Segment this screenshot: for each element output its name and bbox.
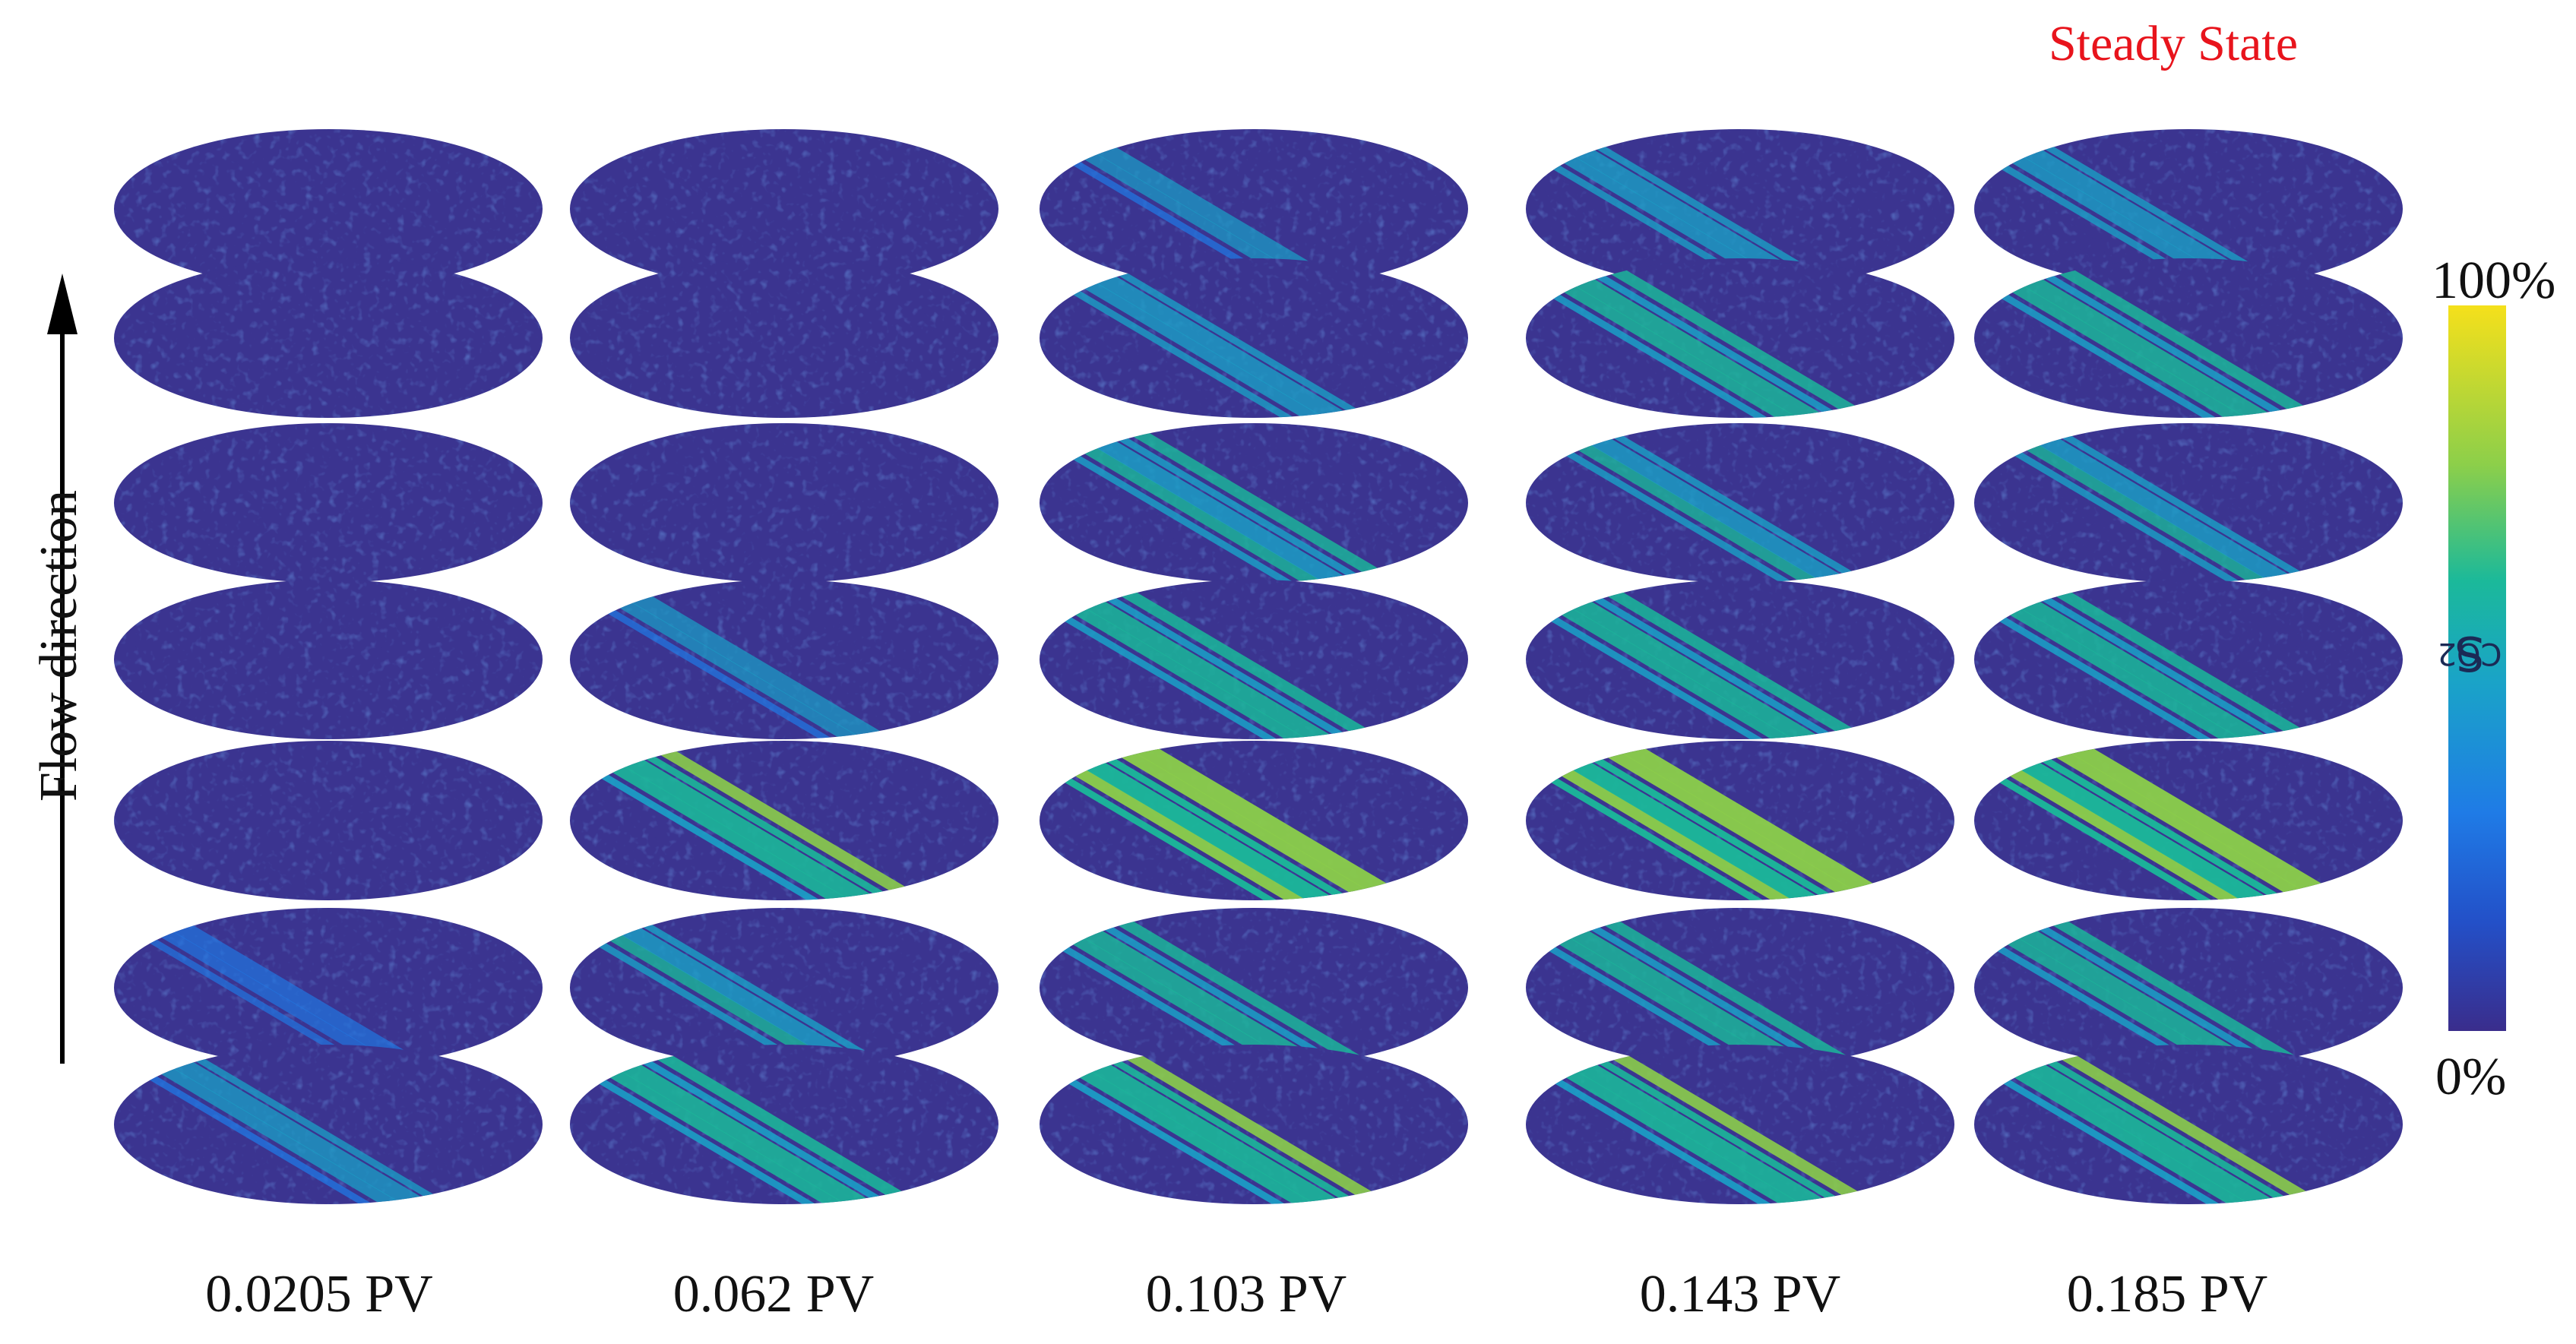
column-label-1: 0.0205 PV	[205, 1265, 433, 1323]
core-slice	[570, 258, 998, 418]
core-slice	[1526, 580, 1954, 739]
core-slice	[114, 423, 543, 583]
core-slice	[114, 580, 543, 739]
core-slice	[570, 580, 998, 739]
core-slice	[1040, 908, 1468, 1067]
column-label-2: 0.062 PV	[672, 1265, 875, 1323]
core-slice	[1526, 1045, 1954, 1204]
core-slice	[1526, 258, 1954, 418]
core-slice	[570, 741, 998, 900]
core-slice	[1526, 741, 1954, 900]
core-slice	[1040, 129, 1468, 289]
core-slice	[570, 423, 998, 583]
core-slice	[570, 1045, 998, 1204]
slice-grid	[114, 129, 2403, 1204]
core-slice	[1040, 1045, 1468, 1204]
core-slice	[1040, 741, 1468, 900]
column-label-3: 0.103 PV	[1145, 1265, 1347, 1323]
core-slice	[1526, 423, 1954, 583]
core-slice	[1974, 741, 2403, 900]
core-slice	[1974, 1045, 2403, 1204]
core-slice	[1526, 908, 1954, 1067]
colorbar-max-label: 100%	[2432, 251, 2556, 310]
core-slice	[1040, 423, 1468, 583]
column-label-4: 0.143 PV	[1639, 1265, 1841, 1323]
core-slice	[1040, 258, 1468, 418]
core-slice	[114, 129, 543, 289]
core-slice	[1974, 580, 2403, 739]
core-slice	[570, 908, 998, 1067]
colorbar-min-label: 0%	[2435, 1048, 2507, 1106]
core-slice	[1974, 423, 2403, 583]
core-slice	[1040, 580, 1468, 739]
core-slice	[114, 741, 543, 900]
core-slice	[114, 1045, 543, 1204]
core-slice	[1974, 258, 2403, 418]
flow-arrow	[47, 274, 78, 1064]
colorbar	[2448, 305, 2506, 1031]
steady-state-label: Steady State	[2048, 16, 2299, 71]
column-label-5: 0.185 PV	[2066, 1265, 2268, 1323]
core-slice	[114, 258, 543, 418]
